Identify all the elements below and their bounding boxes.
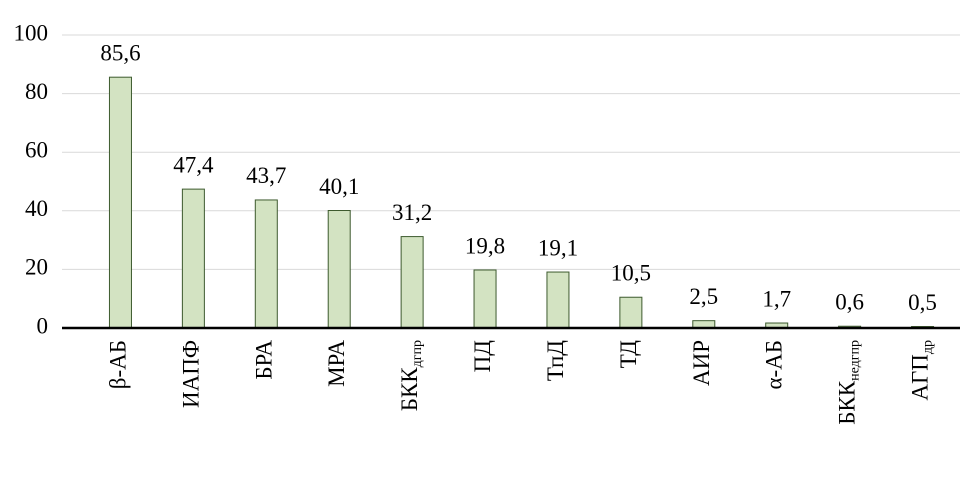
category-name: АГП	[908, 354, 933, 401]
value-label: 1,7	[762, 286, 791, 311]
y-tick-label: 100	[14, 20, 49, 45]
category-subscript: недгпр	[848, 340, 863, 381]
bar	[327, 210, 351, 329]
value-label: 85,6	[100, 40, 140, 65]
value-label: 10,5	[611, 261, 651, 286]
value-label: 31,2	[392, 200, 432, 225]
x-tick-label: ТпД	[543, 340, 568, 381]
y-tick-label: 60	[25, 137, 48, 162]
category-name: БРА	[252, 340, 277, 380]
x-tick-label: α-АБ	[762, 340, 787, 390]
category-name: БКК	[397, 367, 422, 412]
value-label: 40,1	[319, 174, 359, 199]
bar	[473, 269, 497, 329]
x-tick-label: ПД	[470, 340, 495, 373]
bar	[546, 271, 570, 329]
y-tick-label: 40	[25, 196, 48, 221]
value-label: 0,5	[908, 290, 937, 315]
x-tick-label: БККнедгпр	[835, 340, 863, 425]
category-name: ПД	[470, 340, 495, 373]
value-label: 0,6	[835, 290, 864, 315]
value-label: 19,8	[465, 233, 505, 258]
x-tick-label: ТД	[616, 340, 641, 369]
x-tick-label: МРА	[324, 340, 349, 387]
x-tick-label: БРА	[252, 340, 277, 380]
y-tick-label: 20	[25, 255, 48, 280]
category-name: МРА	[324, 340, 349, 387]
category-name: ТД	[616, 340, 641, 369]
value-label: 19,1	[538, 235, 578, 260]
x-tick-label: ИАПФ	[179, 340, 204, 408]
category-name: ТпД	[543, 340, 568, 381]
bar	[254, 199, 278, 329]
x-tick-label: АГПдр	[908, 340, 936, 401]
bar	[400, 236, 424, 329]
value-label: 43,7	[246, 163, 286, 188]
y-tick-label: 0	[37, 313, 49, 338]
y-tick-label: 80	[25, 79, 48, 104]
bar	[619, 296, 643, 329]
category-name: β-АБ	[106, 340, 131, 389]
category-subscript: дгпр	[410, 340, 425, 367]
category-name: АИР	[689, 340, 714, 386]
x-tick-label: АИР	[689, 340, 714, 386]
value-label: 2,5	[689, 284, 718, 309]
bar	[181, 188, 205, 329]
x-tick-label: β-АБ	[106, 340, 131, 389]
category-name: α-АБ	[762, 340, 787, 390]
category-subscript: др	[921, 340, 936, 354]
category-name: ИАПФ	[179, 340, 204, 408]
value-label: 47,4	[173, 152, 214, 177]
category-name: БКК	[835, 380, 860, 425]
x-tick-label: БККдгпр	[397, 340, 425, 411]
bar	[108, 76, 132, 329]
